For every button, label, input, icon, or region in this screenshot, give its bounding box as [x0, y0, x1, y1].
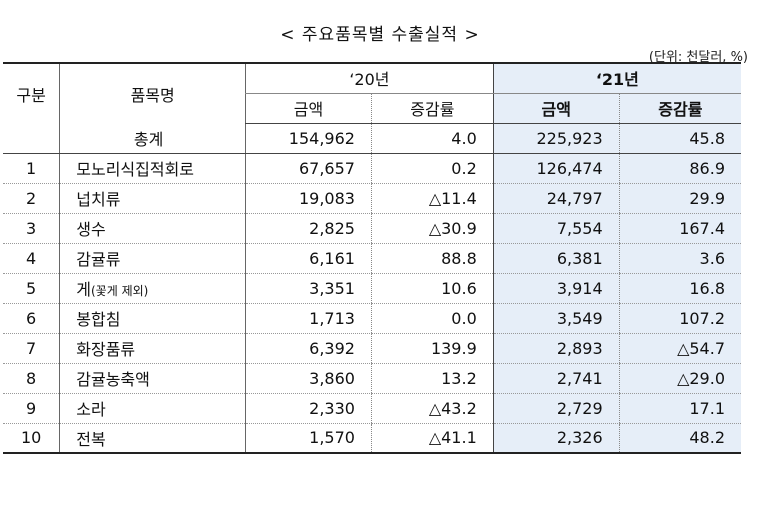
row-amount-20: 6,392: [245, 333, 372, 364]
row-rate-21: 16.8: [618, 273, 741, 304]
row-amount-21: 2,326: [492, 423, 620, 454]
item-name-text: 소라: [76, 400, 106, 419]
row-rate-21: 17.1: [618, 393, 741, 424]
total-rate-20: 4.0: [370, 123, 494, 154]
row-number: 2: [3, 183, 60, 214]
row-amount-20: 67,657: [245, 153, 372, 184]
table-row: 8 감귤농축액 3,860 13.2 2,741 △29.0: [3, 363, 741, 394]
row-rate-21: 107.2: [618, 303, 741, 334]
header-rate-21: 증감률: [618, 93, 741, 124]
row-rate-20: △41.1: [370, 423, 494, 454]
item-name-text: 전복: [76, 429, 106, 449]
row-rate-20: 10.6: [370, 273, 494, 304]
header-year-21: ‘21년: [492, 62, 741, 94]
row-amount-20: 2,330: [245, 393, 372, 424]
row-number: 10: [3, 423, 60, 454]
row-rate-21: 3.6: [618, 243, 741, 274]
row-amount-21: 2,893: [492, 333, 620, 364]
header-year-20: ‘20년: [245, 62, 494, 94]
row-rate-21: △54.7: [618, 333, 741, 364]
row-item-name: 감귤류: [59, 243, 246, 274]
row-amount-20: 6,161: [245, 243, 372, 274]
row-item-name: 전복: [59, 423, 246, 454]
item-name-text: 봉합침: [76, 310, 121, 329]
row-number: 1: [3, 153, 60, 184]
row-amount-21: 7,554: [492, 213, 620, 244]
export-table: 구분 품목명 ‘20년 ‘21년 금액 증감률 금액 증감률 총계 154,96…: [3, 62, 741, 454]
row-amount-20: 19,083: [245, 183, 372, 214]
header-rate-20: 증감률: [370, 93, 494, 124]
table-row: 5 게(꽃게 제외) 3,351 10.6 3,914 16.8: [3, 273, 741, 304]
row-rate-20: △11.4: [370, 183, 494, 214]
row-item-name: 모노리식집적회로: [59, 153, 246, 184]
total-rate-21: 45.8: [618, 123, 741, 154]
row-amount-20: 1,713: [245, 303, 372, 334]
row-rate-21: 29.9: [618, 183, 741, 214]
row-item-name: 게(꽃게 제외): [59, 273, 246, 304]
row-amount-20: 1,570: [245, 423, 372, 454]
row-rate-20: 88.8: [370, 243, 494, 274]
item-name-text: 화장품류: [76, 340, 136, 359]
item-name-note: (꽃게 제외): [91, 284, 149, 298]
row-rate-21: 48.2: [618, 423, 741, 454]
row-amount-21: 126,474: [492, 153, 620, 184]
row-amount-21: 2,729: [492, 393, 620, 424]
row-number: 5: [3, 273, 60, 304]
row-item-name: 화장품류: [59, 333, 246, 364]
table-row: 4 감귤류 6,161 88.8 6,381 3.6: [3, 243, 741, 274]
row-rate-21: 167.4: [618, 213, 741, 244]
row-amount-21: 24,797: [492, 183, 620, 214]
row-rate-20: △30.9: [370, 213, 494, 244]
header-amount-21: 금액: [492, 93, 620, 124]
row-amount-21: 6,381: [492, 243, 620, 274]
header-category: 구분: [3, 62, 60, 123]
total-label: 총계: [59, 123, 246, 154]
row-number: 8: [3, 363, 60, 394]
item-name-text: 모노리식집적회로: [76, 160, 195, 179]
table-row: 3 생수 2,825 △30.9 7,554 167.4: [3, 213, 741, 244]
row-item-name: 감귤농축액: [59, 363, 246, 394]
total-row: 총계 154,962 4.0 225,923 45.8: [3, 123, 741, 154]
table-row: 2 넙치류 19,083 △11.4 24,797 29.9: [3, 183, 741, 214]
total-amount-21: 225,923: [492, 123, 620, 154]
row-rate-20: △43.2: [370, 393, 494, 424]
row-amount-21: 2,741: [492, 363, 620, 394]
row-number: 4: [3, 243, 60, 274]
row-rate-20: 0.0: [370, 303, 494, 334]
item-name-text: 감귤류: [76, 250, 121, 269]
row-amount-21: 3,549: [492, 303, 620, 334]
page-title: < 주요품목별 수출실적 >: [280, 25, 480, 45]
row-amount-20: 2,825: [245, 213, 372, 244]
header-amount-20: 금액: [245, 93, 372, 124]
row-item-name: 생수: [59, 213, 246, 244]
table-row: 6 봉합침 1,713 0.0 3,549 107.2: [3, 303, 741, 334]
row-number: 7: [3, 333, 60, 364]
table-row: 10 전복 1,570 △41.1 2,326 48.2: [3, 423, 741, 454]
item-name-text: 생수: [76, 220, 106, 239]
total-amount-20: 154,962: [245, 123, 372, 154]
table-row: 7 화장품류 6,392 139.9 2,893 △54.7: [3, 333, 741, 364]
row-amount-21: 3,914: [492, 273, 620, 304]
row-item-name: 넙치류: [59, 183, 246, 214]
table-row: 9 소라 2,330 △43.2 2,729 17.1: [3, 393, 741, 424]
row-amount-20: 3,860: [245, 363, 372, 394]
row-number: 6: [3, 303, 60, 334]
row-rate-20: 139.9: [370, 333, 494, 364]
row-rate-20: 0.2: [370, 153, 494, 184]
item-name-text: 게: [76, 280, 91, 299]
row-rate-20: 13.2: [370, 363, 494, 394]
unit-note: (단위: 천달러, %): [648, 50, 748, 65]
row-item-name: 봉합침: [59, 303, 246, 334]
row-item-name: 소라: [59, 393, 246, 424]
row-rate-21: △29.0: [618, 363, 741, 394]
row-rate-21: 86.9: [618, 153, 741, 184]
table-row: 1 모노리식집적회로 67,657 0.2 126,474 86.9: [3, 153, 741, 184]
header-item: 품목명: [59, 62, 246, 123]
row-amount-20: 3,351: [245, 273, 372, 304]
item-name-text: 넙치류: [76, 190, 121, 209]
item-name-text: 감귤농축액: [76, 370, 150, 389]
row-number: 9: [3, 393, 60, 424]
row-number: 3: [3, 213, 60, 244]
